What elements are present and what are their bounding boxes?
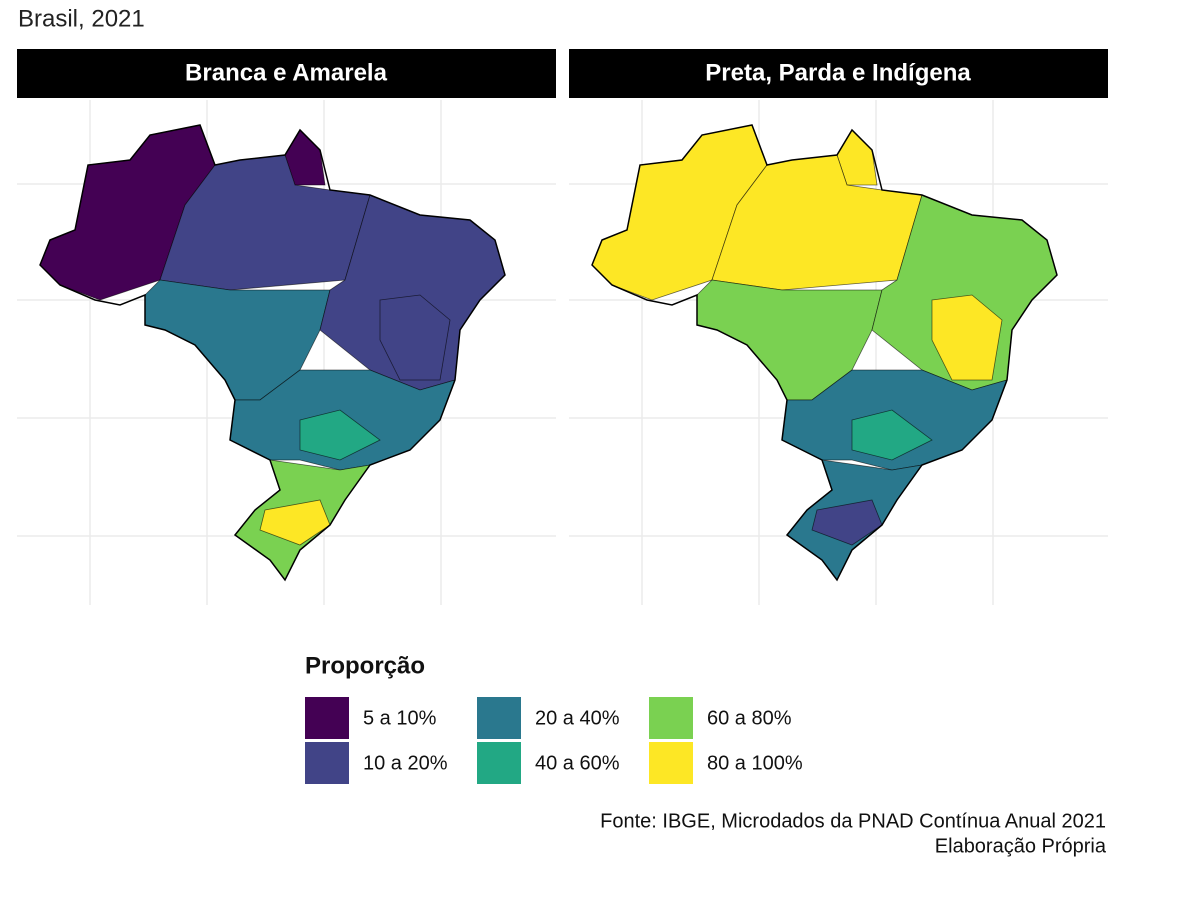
country-outline xyxy=(39,124,506,582)
legend-title: Proporção xyxy=(305,652,425,679)
region xyxy=(379,294,451,381)
subtitle: Brasil, 2021 xyxy=(18,5,145,32)
legend-label: 10 a 20% xyxy=(363,752,448,774)
country-outline xyxy=(591,124,1058,582)
legend-label: 60 a 80% xyxy=(707,707,792,729)
map-panel: Branca e Amarela xyxy=(17,49,556,605)
caption: Fonte: IBGE, Microdados da PNAD Contínua… xyxy=(600,810,1106,832)
map-panel: Preta, Parda e Indígena xyxy=(569,49,1108,605)
legend-label: 20 a 40% xyxy=(535,707,620,729)
legend-key xyxy=(305,742,349,784)
region xyxy=(259,499,331,546)
region xyxy=(851,409,933,461)
legend-key xyxy=(649,742,693,784)
panel-strip xyxy=(17,49,556,98)
legend-label: 5 a 10% xyxy=(363,707,437,729)
panel-title: Preta, Parda e Indígena xyxy=(705,59,971,86)
panel-title: Branca e Amarela xyxy=(185,59,388,86)
panel-strip xyxy=(569,49,1108,98)
region xyxy=(811,499,883,546)
legend-key xyxy=(305,697,349,739)
legend-key xyxy=(477,742,521,784)
legend-key xyxy=(649,697,693,739)
legend-key xyxy=(477,697,521,739)
legend-label: 80 a 100% xyxy=(707,752,803,774)
region xyxy=(299,409,381,461)
region xyxy=(931,294,1003,381)
caption: Elaboração Própria xyxy=(935,835,1107,857)
legend-label: 40 a 60% xyxy=(535,752,620,774)
